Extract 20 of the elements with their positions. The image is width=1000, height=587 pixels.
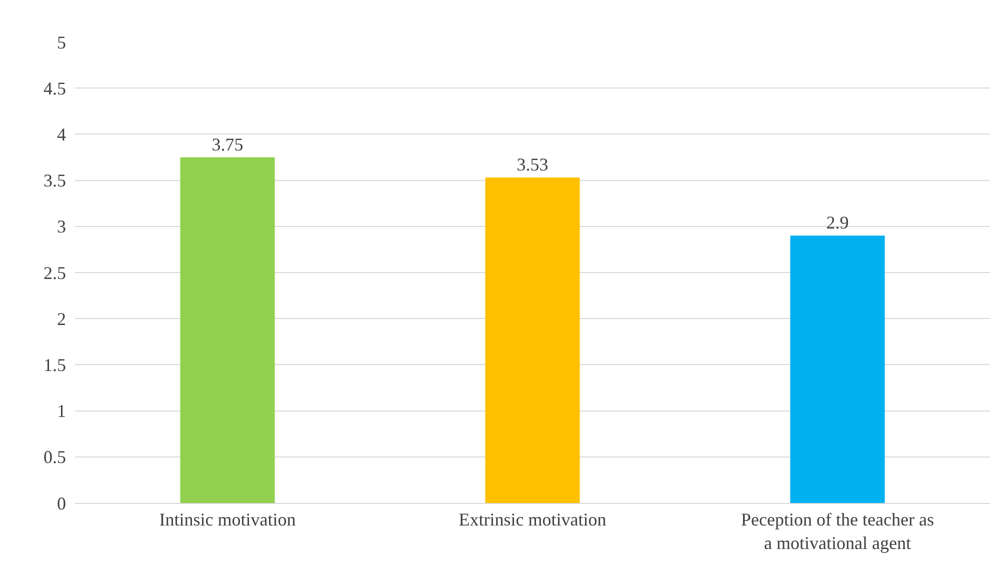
y-tick-label: 4 (57, 124, 66, 144)
data-label: 3.53 (516, 154, 548, 175)
y-tick-label: 1.5 (44, 355, 66, 375)
y-tick-label: 0 (57, 493, 66, 514)
data-label: 2.9 (826, 212, 849, 233)
y-tick-label: 3.5 (44, 170, 66, 191)
bar (485, 178, 580, 503)
y-tick-label: 4.5 (44, 78, 66, 98)
x-tick-label: Peception of the teacher as a motivational agent (741, 510, 934, 553)
data-label: 3.75 (212, 134, 244, 154)
bar (790, 236, 885, 503)
y-tick-label: 2 (57, 308, 66, 329)
x-tick-label: Extrinsic motivation (458, 510, 606, 530)
y-tick-label: 2.5 (44, 262, 66, 283)
y-tick-label: 5 (57, 32, 66, 52)
y-tick-label: 0.5 (44, 447, 66, 468)
y-tick-label: 1 (57, 401, 66, 422)
bar (180, 157, 275, 503)
x-tick-label: Intinsic motivation (159, 510, 296, 530)
y-tick-label: 3 (57, 216, 66, 237)
